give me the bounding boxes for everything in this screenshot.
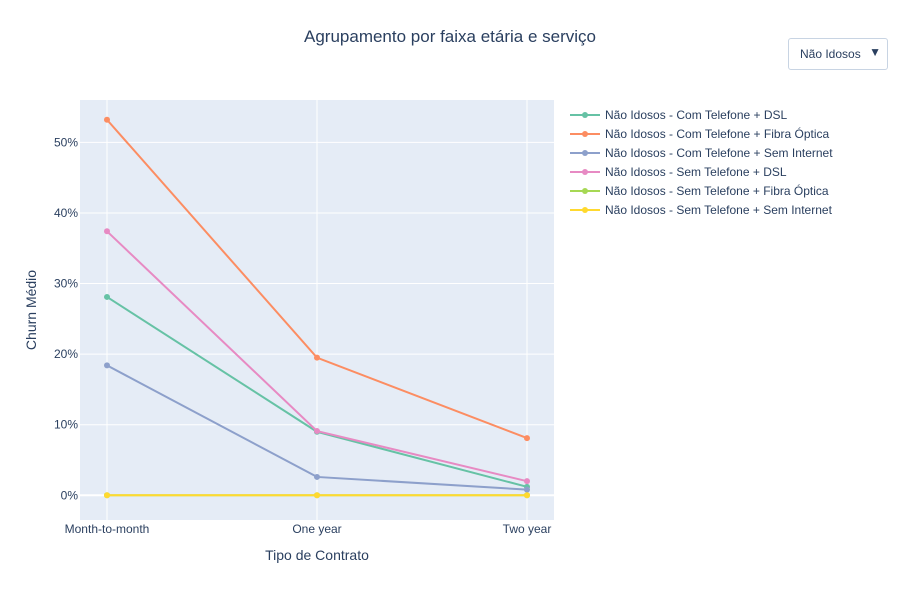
x-axis-ticks: Month-to-month One year Two year	[65, 522, 552, 536]
legend-marker	[582, 150, 588, 156]
chart-title: Agrupamento por faixa etária e serviço	[304, 27, 596, 46]
data-point	[104, 116, 110, 123]
legend-label: Não Idosos - Sem Telefone + Sem Internet	[605, 203, 833, 217]
legend-item: Não Idosos - Com Telefone + Sem Internet	[570, 146, 833, 160]
legend-marker	[582, 188, 588, 194]
series-group	[104, 116, 530, 499]
legend-label: Não Idosos - Com Telefone + DSL	[605, 108, 788, 122]
data-point	[314, 354, 320, 361]
legend-item: Não Idosos - Sem Telefone + Sem Internet	[570, 203, 833, 217]
legend-item: Não Idosos - Com Telefone + Fibra Óptica	[570, 126, 830, 141]
y-tick-label: 50%	[54, 135, 78, 149]
data-point	[524, 435, 530, 442]
y-axis-title: Churn Médio	[23, 270, 39, 350]
data-point	[104, 492, 110, 499]
legend-label: Não Idosos - Sem Telefone + DSL	[605, 165, 787, 179]
legend: Não Idosos - Com Telefone + DSL Não Idoso…	[570, 108, 833, 217]
data-point	[524, 486, 530, 493]
y-tick-label: 30%	[54, 277, 78, 291]
x-tick-label: One year	[292, 522, 341, 536]
series-6	[104, 492, 530, 499]
legend-marker	[582, 169, 588, 175]
data-point	[524, 492, 530, 499]
y-axis-ticks: 0% 10% 20% 30% 40% 50%	[54, 135, 78, 502]
dropdown-selected-label: Não Idosos	[800, 47, 861, 61]
legend-label: Não Idosos - Com Telefone + Fibra Óptica	[605, 126, 830, 141]
x-axis-title: Tipo de Contrato	[265, 547, 369, 563]
y-tick-label: 10%	[54, 418, 78, 432]
data-point	[314, 492, 320, 499]
legend-item: Não Idosos - Sem Telefone + Fibra Óptica	[570, 183, 829, 198]
x-tick-label: Month-to-month	[65, 522, 150, 536]
data-point	[314, 473, 320, 480]
legend-label: Não Idosos - Com Telefone + Sem Internet	[605, 146, 833, 160]
data-point	[104, 228, 110, 235]
series-3	[104, 362, 530, 493]
legend-marker	[582, 131, 588, 137]
data-point	[314, 428, 320, 435]
legend-marker	[582, 207, 588, 213]
x-tick-label: Two year	[503, 522, 552, 536]
legend-marker	[582, 112, 588, 118]
data-point	[104, 362, 110, 369]
data-point	[104, 293, 110, 300]
triangle-down-icon: ▼	[869, 45, 881, 59]
legend-item: Não Idosos - Com Telefone + DSL	[570, 108, 788, 122]
y-tick-label: 40%	[54, 206, 78, 220]
series-4	[104, 228, 530, 485]
data-point	[524, 478, 530, 485]
age-group-dropdown[interactable]: Não Idosos ▼	[788, 38, 888, 70]
y-tick-label: 20%	[54, 347, 78, 361]
legend-label: Não Idosos - Sem Telefone + Fibra Óptica	[605, 183, 829, 198]
y-tick-label: 0%	[61, 488, 79, 502]
legend-item: Não Idosos - Sem Telefone + DSL	[570, 165, 787, 179]
series-2	[104, 116, 530, 442]
